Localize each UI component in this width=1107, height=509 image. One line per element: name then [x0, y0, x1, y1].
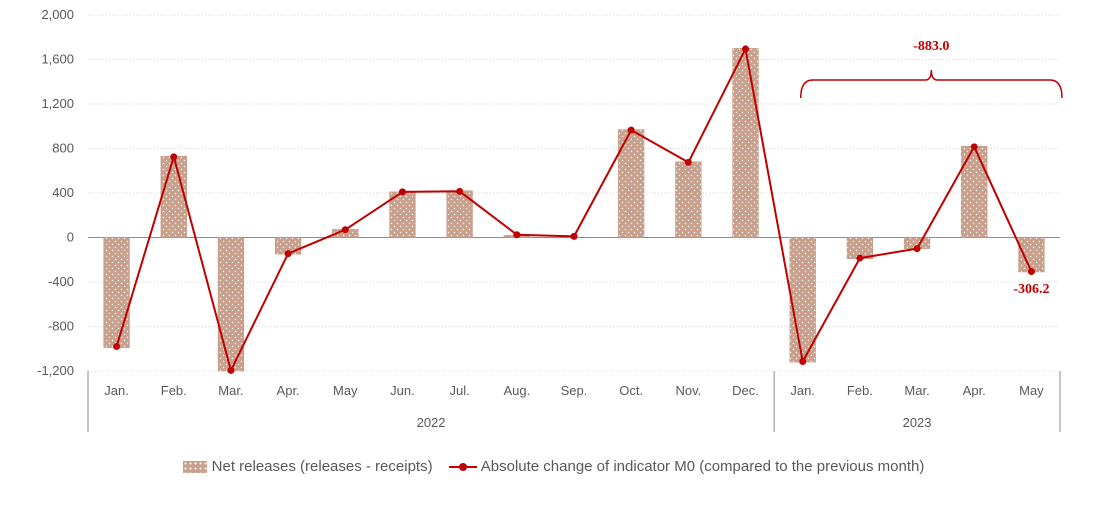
y-tick-label: -1,200 — [37, 363, 74, 378]
bar — [217, 237, 245, 372]
line-point — [341, 226, 349, 234]
bars — [103, 48, 1045, 372]
y-tick-label: 0 — [67, 230, 74, 245]
bar — [160, 156, 187, 238]
x-tick-label: Jan. — [104, 383, 129, 398]
year-label: 2022 — [417, 415, 446, 430]
line-point — [799, 358, 807, 366]
x-tick-label: Mar. — [904, 383, 929, 398]
line-point — [456, 187, 464, 195]
x-tick-label: Jul. — [450, 383, 470, 398]
line-series — [113, 45, 1035, 374]
x-tick-label: Mar. — [218, 383, 243, 398]
line-point — [284, 250, 292, 258]
x-tick-label: Oct. — [619, 383, 643, 398]
bar — [732, 48, 759, 238]
annotation-label: -883.0 — [913, 39, 949, 54]
bar — [103, 237, 130, 348]
x-tick-label: May — [1019, 383, 1044, 398]
y-tick-label: 400 — [52, 185, 74, 200]
x-tick-label: Apr. — [277, 383, 300, 398]
x-tick-label: Feb. — [161, 383, 187, 398]
y-tick-label: -800 — [48, 319, 74, 334]
line-point — [170, 153, 178, 161]
legend-swatch-bars — [182, 460, 207, 473]
legend: Net releases (releases - receipts) Absol… — [0, 458, 1107, 477]
legend-label-bars: Net releases (releases - receipts) — [211, 458, 433, 475]
y-tick-label: 800 — [52, 141, 74, 156]
line-point — [1027, 268, 1035, 276]
year-label: 2023 — [903, 415, 932, 430]
x-axis: Jan. Feb. Mar. Apr. May Jun. Jul. Aug. Sep. Oct. N… — [87, 371, 1061, 432]
legend-item-bars: Net releases (releases - receipts) — [182, 458, 433, 475]
series-line — [115, 47, 1033, 372]
line-point — [227, 366, 235, 374]
x-tick-label: Sep. — [561, 383, 588, 398]
line-point — [513, 231, 521, 239]
line-point — [742, 45, 750, 53]
bar — [1018, 237, 1045, 273]
y-axis: -1,200 -800 -400 0 400 800 1,200 1,600 2,000 — [37, 7, 74, 378]
x-tick-label: Nov. — [675, 383, 701, 398]
x-tick-label: Jan. — [790, 383, 815, 398]
x-tick-label: Dec. — [732, 383, 759, 398]
bar — [675, 161, 702, 238]
line-point — [970, 143, 978, 151]
x-tick-label: Apr. — [963, 383, 986, 398]
x-tick-label: Feb. — [847, 383, 873, 398]
bar — [789, 237, 816, 363]
y-tick-label: 1,200 — [41, 96, 74, 111]
legend-item-line: Absolute change of indicator M0 (compare… — [448, 458, 925, 475]
grid — [88, 14, 1060, 372]
y-tick-label: 2,000 — [41, 7, 74, 22]
x-tick-label: Jun. — [390, 383, 415, 398]
y-tick-label: -400 — [48, 274, 74, 289]
bar — [961, 146, 988, 238]
line-point — [398, 188, 406, 196]
x-tick-label: May — [333, 383, 358, 398]
line-point — [684, 158, 692, 166]
legend-swatch-line — [448, 461, 477, 473]
data-label: -306.2 — [1013, 282, 1049, 297]
y-tick-label: 1,600 — [41, 52, 74, 67]
line-point — [627, 126, 635, 134]
x-tick-label: Aug. — [503, 383, 530, 398]
annotations: -883.0 -306.2 — [799, 39, 1063, 297]
line-point — [856, 254, 864, 262]
line-point — [913, 245, 921, 253]
legend-label-line: Absolute change of indicator M0 (compare… — [480, 458, 925, 475]
brace — [799, 69, 1063, 99]
line-point — [570, 232, 578, 240]
line-point — [113, 343, 121, 351]
